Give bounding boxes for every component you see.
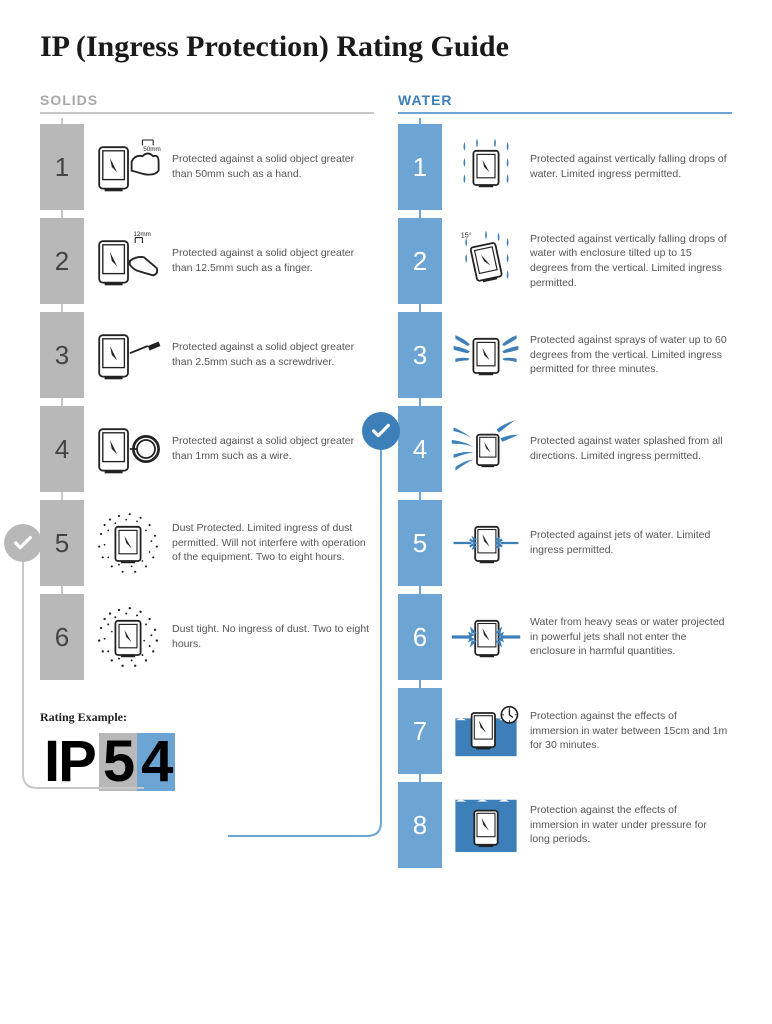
water-num-2: 2	[398, 218, 442, 304]
solids-num-4: 4	[40, 406, 84, 492]
water-icon-immersion-1m	[446, 688, 526, 774]
water-desc-3: Protected against sprays of water up to …	[530, 333, 732, 377]
water-num-5: 5	[398, 500, 442, 586]
water-icon-drops-vertical	[446, 124, 526, 210]
water-connector	[198, 432, 398, 852]
water-icon-jets	[446, 500, 526, 586]
water-icon-drops-15deg: 15°	[446, 218, 526, 304]
water-num-3: 3	[398, 312, 442, 398]
water-icon-immersion-pressure	[446, 782, 526, 868]
page-title: IP (Ingress Protection) Rating Guide	[40, 30, 732, 64]
solids-row-2: 2 12mm Protected against a solid object …	[40, 218, 374, 304]
solids-check-badge	[4, 524, 42, 562]
solids-icon-wire	[88, 406, 168, 492]
water-row-6: 6 Water f	[398, 594, 732, 680]
svg-text:50mm: 50mm	[143, 146, 161, 153]
water-row-5: 5 Protected against je	[398, 500, 732, 586]
solids-num-2: 2	[40, 218, 84, 304]
water-icon-powerful-jets	[446, 594, 526, 680]
water-icon-splash-all	[446, 406, 526, 492]
solids-num-6: 6	[40, 594, 84, 680]
water-header: WATER	[398, 92, 732, 114]
solids-row-1: 1 50mm Protected against a solid object …	[40, 124, 374, 210]
water-desc-8: Protection against the effects of immers…	[530, 803, 732, 847]
solids-icon-hand-50mm: 50mm	[88, 124, 168, 210]
solids-connector	[4, 544, 184, 804]
water-desc-5: Protected against jets of water. Limited…	[530, 528, 732, 557]
solids-num-3: 3	[40, 312, 84, 398]
water-desc-7: Protection against the effects of immers…	[530, 709, 732, 753]
svg-text:12mm: 12mm	[133, 231, 151, 238]
water-desc-1: Protected against vertically falling dro…	[530, 152, 732, 181]
solids-desc-2: Protected against a solid object greater…	[172, 246, 374, 275]
water-icon-spray-60deg	[446, 312, 526, 398]
water-desc-4: Protected against water splashed from al…	[530, 434, 732, 463]
water-desc-6: Water from heavy seas or water projected…	[530, 615, 732, 659]
solids-num-1: 1	[40, 124, 84, 210]
water-row-3: 3 Protected agains	[398, 312, 732, 398]
solids-header: SOLIDS	[40, 92, 374, 114]
water-check-badge	[362, 412, 400, 450]
water-row-4: 4 Protected agains	[398, 406, 732, 492]
solids-row-3: 3 Protected against a solid object great…	[40, 312, 374, 398]
water-num-4: 4	[398, 406, 442, 492]
water-row-2: 2 15° Protected a	[398, 218, 732, 304]
solids-desc-1: Protected against a solid object greater…	[172, 152, 374, 181]
water-desc-2: Protected against vertically falling dro…	[530, 232, 732, 291]
water-row-1: 1 Protected against vertically falling d…	[398, 124, 732, 210]
water-num-1: 1	[398, 124, 442, 210]
water-row-8: 8 Protection against the effects of imme…	[398, 782, 732, 868]
solids-icon-screwdriver	[88, 312, 168, 398]
water-column: WATER 1 Protected against verticall	[398, 92, 732, 876]
water-num-8: 8	[398, 782, 442, 868]
solids-desc-3: Protected against a solid object greater…	[172, 340, 374, 369]
water-num-6: 6	[398, 594, 442, 680]
water-num-7: 7	[398, 688, 442, 774]
solids-num-5: 5	[40, 500, 84, 586]
solids-icon-finger-12mm: 12mm	[88, 218, 168, 304]
columns-wrapper: SOLIDS 1 50mm Protected against a solid …	[40, 92, 732, 876]
water-row-7: 7 Protection against the effects of imm	[398, 688, 732, 774]
